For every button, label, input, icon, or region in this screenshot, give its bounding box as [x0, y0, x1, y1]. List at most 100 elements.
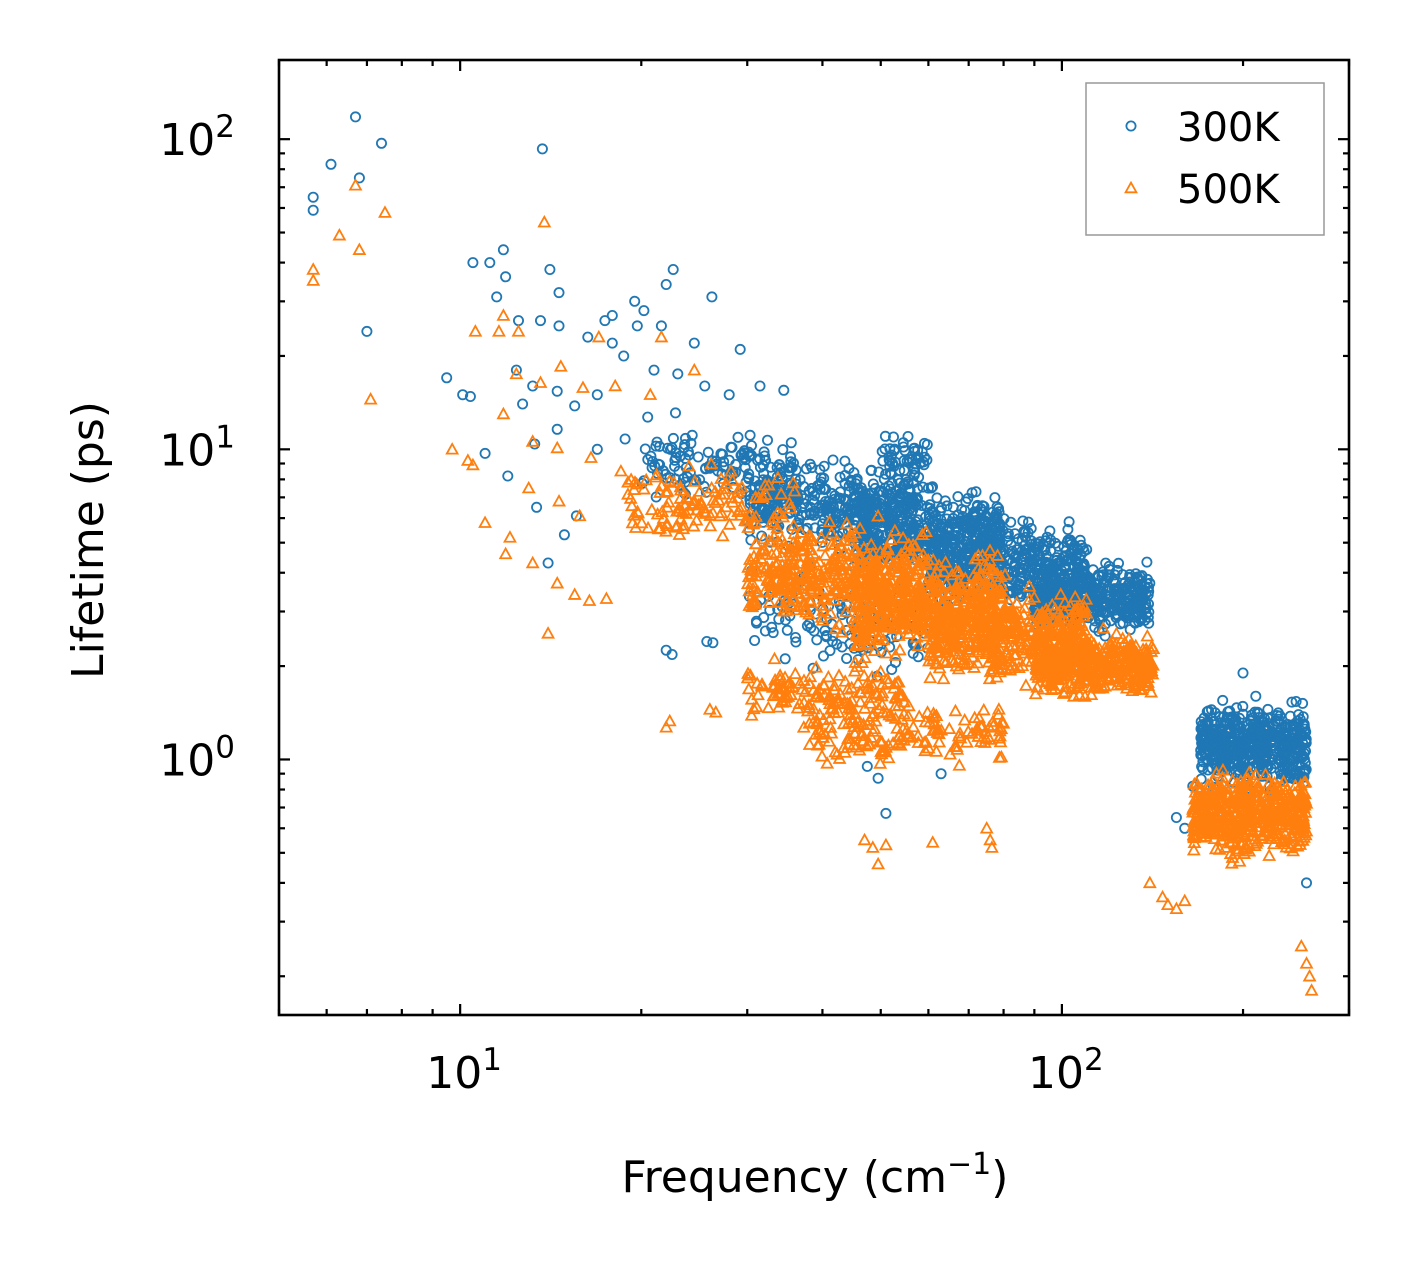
point-300K — [551, 385, 563, 397]
point-500K — [986, 662, 1001, 675]
point-500K — [901, 537, 916, 550]
point-300K — [894, 488, 906, 500]
point-500K — [722, 517, 737, 530]
point-300K — [558, 529, 570, 541]
point-500K — [676, 521, 691, 535]
point-500K — [857, 540, 871, 554]
point-500K — [836, 740, 851, 753]
point-300K — [888, 460, 900, 472]
point-300K — [911, 522, 923, 534]
point-500K — [834, 625, 849, 638]
point-300K — [873, 485, 885, 497]
point-300K — [1273, 725, 1285, 737]
point-300K — [535, 315, 547, 327]
point-500K — [773, 506, 788, 520]
point-300K — [652, 467, 664, 479]
point-500K — [895, 582, 910, 596]
point-500K — [843, 529, 858, 543]
point-300K — [898, 455, 910, 467]
point-500K — [1066, 689, 1081, 702]
point-300K — [1002, 535, 1014, 547]
point-300K — [1220, 719, 1232, 731]
point-500K — [809, 660, 824, 673]
point-500K — [856, 578, 871, 592]
point-300K — [930, 527, 942, 539]
point-300K — [824, 509, 836, 521]
point-500K — [784, 597, 799, 610]
point-500K — [681, 458, 696, 472]
point-500K — [982, 732, 997, 745]
point-500K — [1102, 645, 1117, 658]
point-500K — [944, 633, 959, 646]
point-500K — [840, 682, 855, 695]
point-500K — [823, 720, 838, 733]
point-500K — [881, 675, 895, 688]
point-500K — [957, 614, 971, 627]
point-500K — [882, 707, 897, 721]
point-300K — [1237, 755, 1249, 767]
point-300K — [766, 621, 778, 633]
point-300K — [734, 343, 746, 355]
point-500K — [669, 504, 684, 517]
point-300K — [680, 462, 692, 474]
point-300K — [1255, 715, 1267, 727]
point-500K — [970, 723, 985, 736]
point-500K — [704, 456, 719, 470]
point-500K — [676, 518, 691, 531]
point-500K — [875, 697, 890, 711]
point-500K — [1059, 668, 1074, 681]
point-500K — [903, 549, 918, 563]
point-500K — [849, 739, 864, 753]
point-500K — [769, 545, 784, 559]
point-500K — [715, 528, 730, 542]
point-500K — [939, 576, 954, 589]
point-500K — [893, 559, 908, 572]
point-300K — [942, 541, 954, 553]
point-500K — [880, 671, 895, 685]
point-300K — [888, 431, 900, 443]
point-300K — [1235, 752, 1247, 764]
point-500K — [1146, 658, 1160, 671]
point-500K — [891, 575, 905, 589]
point-500K — [1121, 660, 1136, 674]
point-500K — [1009, 647, 1024, 660]
point-500K — [786, 475, 801, 489]
point-300K — [1067, 572, 1079, 584]
point-500K — [985, 714, 1000, 727]
point-300K — [1293, 758, 1305, 770]
point-500K — [949, 582, 964, 595]
point-500K — [1121, 631, 1136, 645]
point-500K — [934, 723, 949, 736]
point-500K — [778, 559, 793, 573]
point-500K — [1058, 650, 1073, 663]
point-500K — [836, 696, 851, 709]
point-500K — [857, 563, 872, 577]
point-300K — [841, 653, 853, 665]
point-500K — [848, 610, 863, 623]
point-300K — [970, 486, 982, 498]
point-500K — [879, 705, 894, 719]
point-500K — [1036, 650, 1051, 663]
point-300K — [723, 389, 735, 401]
point-300K — [497, 244, 509, 256]
point-500K — [1017, 600, 1032, 614]
point-500K — [761, 533, 776, 547]
point-300K — [531, 501, 543, 513]
point-300K — [686, 429, 698, 441]
point-500K — [953, 726, 967, 739]
point-500K — [754, 678, 769, 692]
point-500K — [871, 568, 886, 582]
point-300K — [725, 441, 737, 453]
point-500K — [852, 637, 867, 650]
point-500K — [751, 585, 766, 598]
point-500K — [971, 548, 986, 561]
point-500K — [1034, 617, 1049, 631]
point-500K — [788, 666, 803, 680]
point-300K — [1078, 545, 1090, 557]
point-300K — [793, 514, 805, 526]
point-500K — [660, 518, 674, 532]
point-500K — [734, 479, 749, 493]
point-500K — [1072, 687, 1087, 701]
point-300K — [479, 447, 491, 459]
